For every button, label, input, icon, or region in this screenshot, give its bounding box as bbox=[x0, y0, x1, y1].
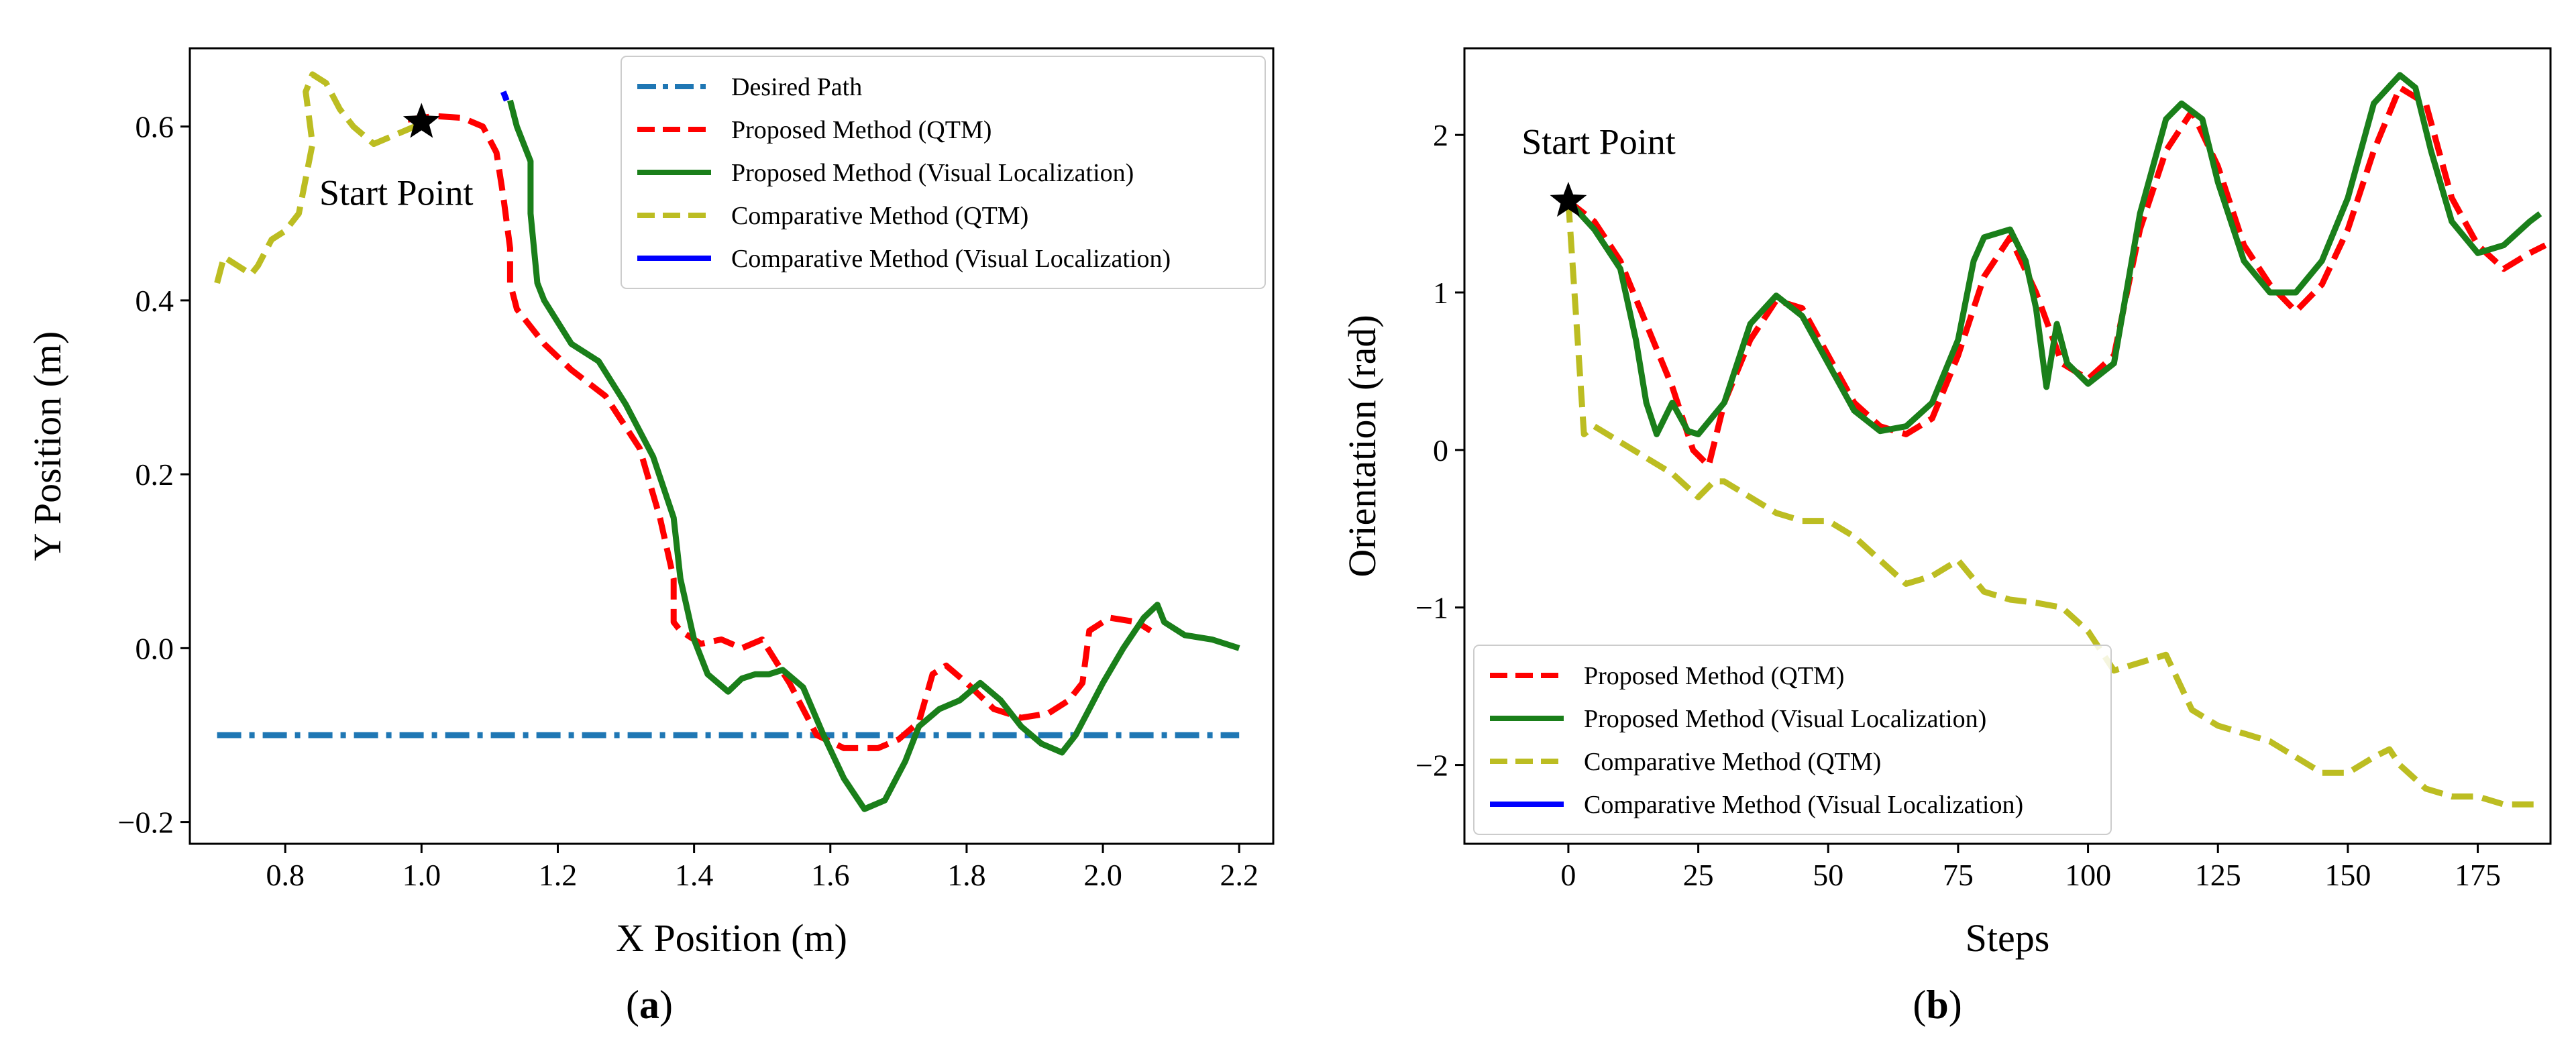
legend-label-0: Desired Path bbox=[731, 73, 862, 101]
x-tick-label: 1.8 bbox=[947, 858, 986, 892]
start-point-label: Start Point bbox=[1521, 121, 1676, 162]
y-tick-label: 0.6 bbox=[136, 110, 174, 144]
x-tick-label: 75 bbox=[1943, 858, 1974, 892]
legend: Proposed Method (QTM) Proposed Method (Vi… bbox=[1473, 645, 2112, 835]
axes-frame bbox=[189, 47, 1275, 845]
x-tick-label: 150 bbox=[2324, 858, 2371, 892]
x-tick-label: 1.6 bbox=[811, 858, 850, 892]
x-axis-label: X Position (m) bbox=[616, 916, 847, 960]
x-tick-label: 2.0 bbox=[1083, 858, 1122, 892]
x-tick-label: 1.2 bbox=[539, 858, 578, 892]
legend-label-0: Proposed Method (QTM) bbox=[1584, 662, 1844, 690]
x-tick-label: 0 bbox=[1560, 858, 1576, 892]
subfigure-paren-open: ( bbox=[1913, 983, 1926, 1027]
legend-box bbox=[621, 56, 1266, 289]
x-tick-label: 1.0 bbox=[402, 858, 441, 892]
y-axis-label: Orientation (rad) bbox=[1340, 315, 1384, 577]
subfigure-label: (b) bbox=[1913, 983, 1962, 1027]
legend-label-1: Proposed Method (QTM) bbox=[731, 116, 991, 144]
panel-a: 0.8 1.0 1.2 1.4 1.6 1.8 2.0 2.2 −0.2 0.0 0.2 0.4 0.6… bbox=[25, 47, 1275, 1027]
y-tick-label: −1 bbox=[1415, 591, 1448, 625]
x-tick-label: 1.4 bbox=[675, 858, 714, 892]
subfigure-letter: a bbox=[639, 983, 659, 1027]
x-tick-label: 2.2 bbox=[1220, 858, 1258, 892]
legend-label-3: Comparative Method (QTM) bbox=[731, 202, 1028, 230]
legend-label-1: Proposed Method (Visual Localization) bbox=[1584, 705, 1986, 733]
y-tick-label: 0.0 bbox=[136, 631, 174, 665]
x-tick-label: 25 bbox=[1683, 858, 1714, 892]
y-axis-label: Y Position (m) bbox=[25, 331, 69, 561]
legend-label-3: Comparative Method (Visual Localization) bbox=[1584, 791, 2023, 819]
subfigure-paren-close: ) bbox=[659, 983, 673, 1027]
series-group bbox=[1565, 72, 2547, 808]
y-tick-label: −2 bbox=[1415, 749, 1448, 783]
y-tick-label: 0.4 bbox=[136, 284, 174, 318]
x-tick-label: 50 bbox=[1813, 858, 1843, 892]
legend-label-2: Proposed Method (Visual Localization) bbox=[731, 159, 1134, 187]
y-tick-label: 1 bbox=[1433, 276, 1448, 310]
x-axis-label: Steps bbox=[1966, 916, 2050, 960]
y-tick-label: 0 bbox=[1433, 433, 1448, 468]
x-tick-label: 175 bbox=[2455, 858, 2501, 892]
series-line-2 bbox=[507, 99, 1240, 812]
panel-b: 0 25 50 75 100 125 150 175 −2 −1 0 1 2 Steps Orientati… bbox=[1340, 47, 2552, 1027]
series-line-1 bbox=[407, 113, 1152, 751]
x-tick-label: 0.8 bbox=[266, 858, 305, 892]
x-tick-label: 125 bbox=[2195, 858, 2241, 892]
series-line-3 bbox=[214, 71, 423, 284]
legend: Desired Path Proposed Method (QTM) Propose… bbox=[621, 56, 1266, 289]
series-line-1 bbox=[1566, 72, 2542, 437]
legend-label-4: Comparative Method (Visual Localization) bbox=[731, 245, 1171, 273]
subfigure-paren-open: ( bbox=[626, 983, 639, 1027]
start-point-label: Start Point bbox=[319, 172, 474, 213]
y-tick-label: 0.2 bbox=[136, 457, 174, 492]
legend-label-2: Comparative Method (QTM) bbox=[1584, 748, 1881, 776]
legend-box bbox=[1473, 645, 2112, 835]
series-line-4 bbox=[500, 91, 510, 102]
start-point-marker bbox=[1550, 181, 1587, 217]
series-line-2 bbox=[1565, 201, 2540, 808]
series-group bbox=[214, 71, 1240, 812]
y-tick-label: −0.2 bbox=[118, 806, 174, 840]
start-point-marker bbox=[402, 103, 440, 138]
subfigure-paren-close: ) bbox=[1949, 983, 1962, 1027]
subfigure-letter: b bbox=[1926, 983, 1948, 1027]
x-tick-label: 100 bbox=[2065, 858, 2111, 892]
y-tick-label: 2 bbox=[1433, 118, 1448, 152]
axes-frame bbox=[1463, 47, 2552, 845]
subfigure-label: (a) bbox=[626, 983, 673, 1027]
